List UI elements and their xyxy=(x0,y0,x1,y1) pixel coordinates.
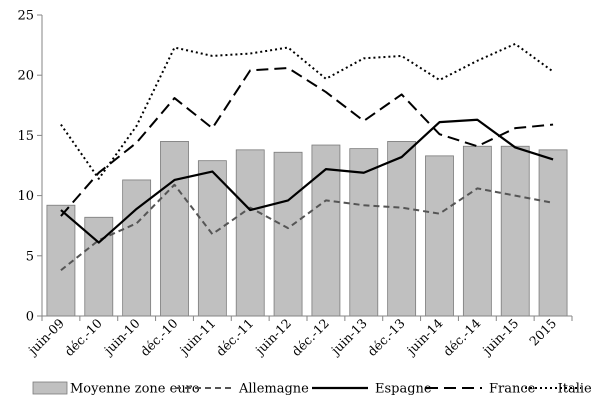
x-tick-label-5: déc.-11 xyxy=(213,316,256,359)
x-tick-label-10: juin-14 xyxy=(402,315,445,358)
legend-label-espagne: Espagne xyxy=(375,382,432,397)
line-italie xyxy=(60,42,554,180)
bar-moyenne-zone-euro-5 xyxy=(235,149,265,317)
line-espagne xyxy=(60,118,554,244)
x-tick-label-11: déc.-14 xyxy=(440,315,484,359)
y-tick-label-10: 10 xyxy=(17,189,34,204)
x-tick-label-8: juin-13 xyxy=(327,315,370,358)
bar-series xyxy=(46,141,568,317)
legend-label-allemagne: Allemagne xyxy=(238,382,309,397)
line-series xyxy=(60,42,554,272)
y-tick-label-0: 0 xyxy=(26,310,34,325)
bar-moyenne-zone-euro-13 xyxy=(538,149,568,317)
bar-moyenne-zone-euro-9 xyxy=(387,141,417,317)
axes xyxy=(41,15,572,317)
bar-moyenne-zone-euro-8 xyxy=(349,148,379,317)
legend-label-italie: Italie xyxy=(558,382,592,397)
x-tick-label-2: juin-10 xyxy=(100,315,143,358)
bar-moyenne-zone-euro-3 xyxy=(160,141,189,317)
bar-moyenne-zone-euro-1 xyxy=(84,216,114,317)
y-axis-ticks: 0 5 10 15 20 25 xyxy=(17,9,42,325)
x-tick-label-3: déc.-10 xyxy=(137,315,181,359)
legend-label-moyenne-zone-euro: Moyenne zone euro xyxy=(70,382,200,397)
x-tick-label-13: 2015 xyxy=(526,316,559,349)
bar-moyenne-zone-euro-12 xyxy=(500,145,530,317)
x-tick-label-1: déc.-10 xyxy=(61,315,105,359)
legend-label-france: France xyxy=(489,382,536,397)
bar-moyenne-zone-euro-0 xyxy=(46,204,76,317)
line-allemagne xyxy=(60,183,554,272)
bar-moyenne-zone-euro-4 xyxy=(197,160,227,317)
legend: Moyenne zone euro Allemagne Espagne France I… xyxy=(32,381,592,397)
bar-moyenne-zone-euro-11 xyxy=(462,145,492,317)
x-tick-label-7: déc.-12 xyxy=(289,316,332,359)
y-tick-label-20: 20 xyxy=(17,69,34,84)
plot-area: 0 5 10 15 20 25 juin-09déc.-10juin-10déc.-10j… xyxy=(17,9,573,359)
bar-moyenne-zone-euro-6 xyxy=(273,151,303,317)
y-tick-label-25: 25 xyxy=(17,9,34,24)
x-tick-label-9: déc.-13 xyxy=(364,315,408,359)
y-tick-label-15: 15 xyxy=(17,129,34,144)
x-axis-ticks: juin-09déc.-10juin-10déc.-10juin-11déc.-… xyxy=(24,315,573,359)
line-france xyxy=(60,66,554,217)
bar-moyenne-zone-euro-7 xyxy=(311,144,341,317)
bar-moyenne-zone-euro-10 xyxy=(425,155,454,317)
x-tick-label-6: juin-12 xyxy=(251,316,294,359)
x-tick-label-12: juin-15 xyxy=(478,316,521,359)
y-tick-label-5: 5 xyxy=(26,249,34,264)
x-tick-label-4: juin-11 xyxy=(175,316,218,359)
legend-swatch-moyenne-zone-euro xyxy=(32,381,68,395)
